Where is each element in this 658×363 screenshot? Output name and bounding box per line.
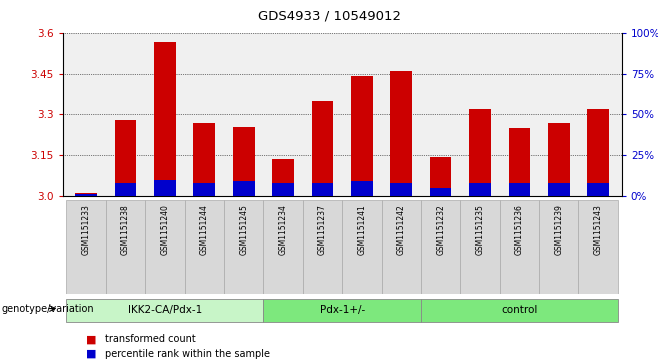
Text: GSM1151243: GSM1151243 — [594, 204, 603, 255]
Text: Pdx-1+/-: Pdx-1+/- — [320, 305, 365, 315]
Bar — [233, 182, 255, 196]
Text: GSM1151234: GSM1151234 — [278, 204, 288, 255]
Text: transformed count: transformed count — [105, 334, 196, 344]
Bar — [75, 195, 97, 196]
Text: GDS4933 / 10549012: GDS4933 / 10549012 — [257, 9, 401, 22]
Text: GSM1151242: GSM1151242 — [397, 204, 406, 255]
Bar — [224, 200, 263, 294]
Bar — [114, 183, 136, 196]
Bar — [548, 122, 570, 196]
Text: GSM1151233: GSM1151233 — [82, 204, 91, 255]
Bar — [509, 183, 530, 196]
Text: GSM1151239: GSM1151239 — [554, 204, 563, 255]
Text: GSM1151245: GSM1151245 — [240, 204, 248, 255]
Text: ■: ■ — [86, 349, 96, 359]
Bar — [106, 200, 145, 294]
Text: GSM1151238: GSM1151238 — [121, 204, 130, 255]
Bar — [66, 200, 106, 294]
Bar — [430, 188, 451, 196]
Text: GSM1151237: GSM1151237 — [318, 204, 327, 255]
Bar — [66, 299, 263, 322]
Bar — [430, 156, 451, 196]
Text: GSM1151241: GSM1151241 — [357, 204, 367, 255]
Bar — [342, 200, 382, 294]
Bar — [382, 200, 421, 294]
Bar — [154, 180, 176, 196]
Bar — [193, 122, 215, 196]
Text: ■: ■ — [86, 334, 96, 344]
Bar — [390, 71, 412, 196]
Text: GSM1151240: GSM1151240 — [161, 204, 169, 255]
Text: GSM1151244: GSM1151244 — [200, 204, 209, 255]
Bar — [461, 200, 499, 294]
Bar — [469, 183, 491, 196]
Bar — [145, 200, 185, 294]
Bar — [312, 101, 334, 196]
Bar — [193, 183, 215, 196]
Bar — [263, 299, 421, 322]
Bar — [509, 128, 530, 196]
Text: GSM1151232: GSM1151232 — [436, 204, 445, 255]
Bar — [421, 299, 618, 322]
Bar — [548, 183, 570, 196]
Bar — [588, 183, 609, 196]
Text: GSM1151236: GSM1151236 — [515, 204, 524, 255]
Bar — [272, 159, 294, 196]
Bar — [469, 109, 491, 196]
Bar — [154, 42, 176, 196]
Text: IKK2-CA/Pdx-1: IKK2-CA/Pdx-1 — [128, 305, 202, 315]
Bar — [233, 127, 255, 196]
Bar — [578, 200, 618, 294]
Bar — [75, 193, 97, 196]
Bar — [312, 183, 334, 196]
Text: GSM1151235: GSM1151235 — [476, 204, 484, 255]
Text: genotype/variation: genotype/variation — [1, 303, 94, 314]
Text: control: control — [501, 305, 538, 315]
Bar — [588, 109, 609, 196]
Bar — [263, 200, 303, 294]
Bar — [499, 200, 539, 294]
Text: percentile rank within the sample: percentile rank within the sample — [105, 349, 270, 359]
Bar — [539, 200, 578, 294]
Bar — [303, 200, 342, 294]
Bar — [351, 182, 372, 196]
Bar — [351, 76, 372, 196]
Bar — [114, 120, 136, 196]
Bar — [272, 183, 294, 196]
Bar — [185, 200, 224, 294]
Bar — [421, 200, 461, 294]
Bar — [390, 183, 412, 196]
